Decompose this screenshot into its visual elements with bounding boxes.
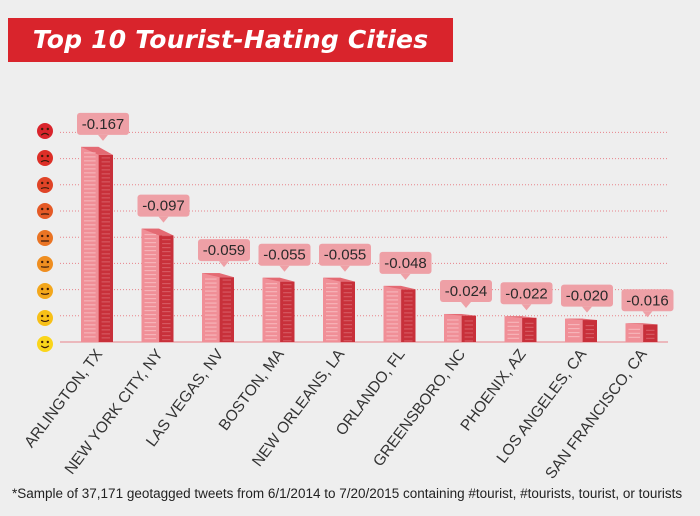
city-tick-label: PHOENIX, AZ [458, 346, 530, 434]
bar [81, 146, 113, 342]
value-label: -0.022 [500, 282, 553, 311]
value-label: -0.055 [319, 243, 371, 272]
bar [141, 228, 174, 342]
value-label-text: -0.055 [324, 247, 367, 264]
value-label: -0.167 [77, 112, 129, 141]
value-label-text: -0.097 [142, 198, 185, 215]
bar [262, 277, 295, 342]
frown-face-icon [37, 256, 53, 272]
bar [565, 318, 597, 342]
frown-face-icon [37, 283, 53, 299]
value-label: -0.097 [137, 194, 190, 223]
frown-face-icon [37, 230, 53, 246]
value-label-text: -0.016 [626, 292, 669, 309]
chart-title: Top 10 Tourist-Hating Cities [32, 25, 429, 54]
value-label-text: -0.059 [203, 242, 246, 259]
frown-face-icon [37, 203, 53, 219]
bar [504, 316, 537, 342]
bar [444, 313, 476, 342]
value-label: -0.048 [379, 251, 432, 280]
value-label: -0.016 [621, 289, 674, 318]
city-tick-label: BOSTON, MA [216, 346, 288, 434]
value-label-text: -0.020 [566, 288, 609, 305]
value-labels: -0.167 -0.097 -0.059 -0.055 -0.055 -0.048 -0.0… [77, 112, 674, 318]
value-label-text: -0.055 [263, 247, 306, 264]
frown-face-icon [37, 336, 53, 352]
frown-face-icon [37, 123, 53, 139]
title-banner: Top 10 Tourist-Hating Cities [8, 18, 453, 62]
frown-face-icon [37, 310, 53, 326]
bar-chart: -0.167 -0.097 -0.059 -0.055 -0.055 -0.048 -0.0… [21, 112, 674, 480]
value-label-text: -0.024 [445, 283, 488, 300]
bar [383, 285, 416, 342]
value-label-text: -0.048 [384, 255, 427, 272]
footnote: *Sample of 37,171 geotagged tweets from … [12, 486, 683, 501]
value-label: -0.055 [258, 243, 311, 272]
bar [202, 273, 234, 342]
bars [81, 146, 658, 342]
value-label-text: -0.022 [505, 285, 548, 302]
value-label: -0.024 [440, 279, 492, 308]
bar [323, 277, 355, 342]
value-label: -0.020 [561, 284, 613, 313]
bar [625, 323, 658, 342]
frown-face-icon [37, 177, 53, 193]
value-label-text: -0.167 [82, 116, 125, 133]
sentiment-face-scale [37, 123, 53, 352]
city-tick-label: SAN FRANCISCO, CA [542, 346, 651, 480]
value-label: -0.059 [198, 239, 250, 268]
frown-face-icon [37, 150, 53, 166]
